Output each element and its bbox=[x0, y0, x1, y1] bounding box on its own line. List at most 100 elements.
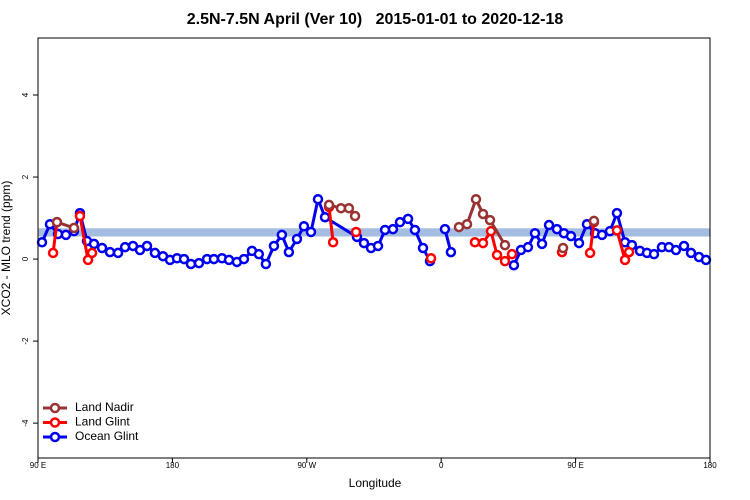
legend-marker bbox=[49, 417, 61, 428]
data-point bbox=[291, 233, 303, 245]
data-point bbox=[319, 211, 331, 223]
data-point bbox=[670, 244, 682, 256]
data-point bbox=[425, 253, 437, 264]
data-point bbox=[439, 223, 451, 235]
data-point bbox=[358, 237, 370, 249]
data-point bbox=[119, 241, 131, 253]
y-tick-label: -4 bbox=[21, 419, 30, 427]
data-point bbox=[506, 248, 518, 260]
legend-marker bbox=[49, 402, 61, 414]
data-point bbox=[343, 202, 355, 214]
data-point bbox=[453, 221, 465, 233]
data-point bbox=[112, 247, 124, 259]
data-point bbox=[477, 208, 489, 220]
data-point bbox=[543, 219, 555, 231]
legend-label: Ocean Glint bbox=[75, 429, 139, 443]
data-point bbox=[623, 246, 635, 258]
data-point bbox=[185, 258, 197, 270]
y-tick-label: 0 bbox=[21, 256, 30, 261]
data-point bbox=[619, 254, 631, 266]
data-point bbox=[88, 238, 100, 250]
data-point bbox=[60, 229, 72, 241]
data-point bbox=[484, 214, 496, 226]
data-point bbox=[394, 216, 406, 228]
x-tick-label: 180 bbox=[703, 461, 717, 470]
data-point bbox=[536, 238, 548, 250]
legend-marker bbox=[49, 431, 61, 443]
data-point bbox=[74, 210, 86, 222]
data-point bbox=[323, 199, 335, 211]
data-point bbox=[193, 257, 205, 269]
data-point bbox=[208, 253, 220, 265]
legend-label: Land Nadir bbox=[75, 400, 134, 414]
legend-label: Land Glint bbox=[75, 415, 130, 429]
data-point bbox=[470, 193, 482, 205]
data-point bbox=[508, 259, 520, 271]
data-point bbox=[611, 207, 623, 219]
data-point bbox=[700, 254, 712, 266]
data-point bbox=[409, 224, 421, 236]
plot-frame bbox=[37, 37, 711, 459]
x-tick-label: 90 W bbox=[297, 461, 316, 470]
data-point bbox=[402, 213, 414, 225]
data-point bbox=[51, 216, 63, 228]
data-point bbox=[588, 215, 600, 227]
data-point bbox=[491, 249, 503, 261]
y-axis-label: XCO2 - MLO trend (ppm) bbox=[0, 181, 13, 316]
data-point bbox=[417, 242, 429, 254]
data-point bbox=[387, 223, 399, 235]
x-tick-label: 180 bbox=[166, 461, 180, 470]
data-point bbox=[86, 247, 98, 259]
data-point bbox=[298, 221, 310, 232]
data-point bbox=[268, 240, 280, 252]
x-tick-label: 0 bbox=[439, 461, 444, 470]
data-point bbox=[36, 237, 48, 248]
chart-title: 2.5N-7.5N April (Ver 10) 2015-01-01 to 2… bbox=[187, 11, 564, 28]
y-tick-label: 2 bbox=[21, 174, 30, 179]
x-tick-label: 90 E bbox=[30, 461, 46, 470]
data-point bbox=[461, 218, 473, 230]
x-axis-label: Longitude bbox=[349, 476, 402, 490]
data-point bbox=[149, 247, 161, 259]
data-point bbox=[283, 246, 295, 258]
data-point bbox=[529, 227, 541, 239]
data-point bbox=[327, 237, 339, 248]
plot-area bbox=[36, 193, 712, 271]
data-point bbox=[104, 246, 116, 258]
data-point bbox=[253, 248, 265, 260]
data-point bbox=[596, 229, 608, 241]
y-tick-label: -2 bbox=[21, 337, 30, 345]
data-point bbox=[350, 226, 362, 238]
data-point bbox=[312, 193, 324, 205]
data-point bbox=[499, 239, 511, 251]
data-point bbox=[445, 246, 457, 258]
series-line bbox=[327, 206, 335, 243]
data-point bbox=[678, 240, 690, 252]
data-point bbox=[47, 247, 59, 259]
data-point bbox=[238, 253, 250, 265]
data-point bbox=[96, 242, 108, 254]
y-tick-label: 4 bbox=[21, 92, 30, 97]
x-tick-label: 90 E bbox=[567, 461, 583, 470]
data-point bbox=[469, 237, 481, 248]
data-point bbox=[522, 241, 534, 253]
data-point bbox=[141, 240, 153, 252]
data-point bbox=[584, 247, 596, 259]
data-point bbox=[260, 258, 272, 270]
data-point bbox=[178, 253, 190, 265]
data-point bbox=[305, 226, 317, 238]
data-point bbox=[499, 255, 511, 267]
data-point bbox=[573, 237, 585, 249]
data-point bbox=[648, 248, 660, 260]
data-point bbox=[477, 237, 489, 249]
data-point bbox=[68, 222, 80, 234]
reference-band bbox=[38, 228, 710, 237]
data-point bbox=[611, 225, 623, 236]
data-point bbox=[565, 230, 577, 242]
data-point bbox=[349, 210, 361, 222]
data-point bbox=[557, 242, 569, 254]
data-point bbox=[276, 229, 288, 241]
data-point bbox=[685, 247, 697, 259]
data-point bbox=[372, 240, 384, 252]
